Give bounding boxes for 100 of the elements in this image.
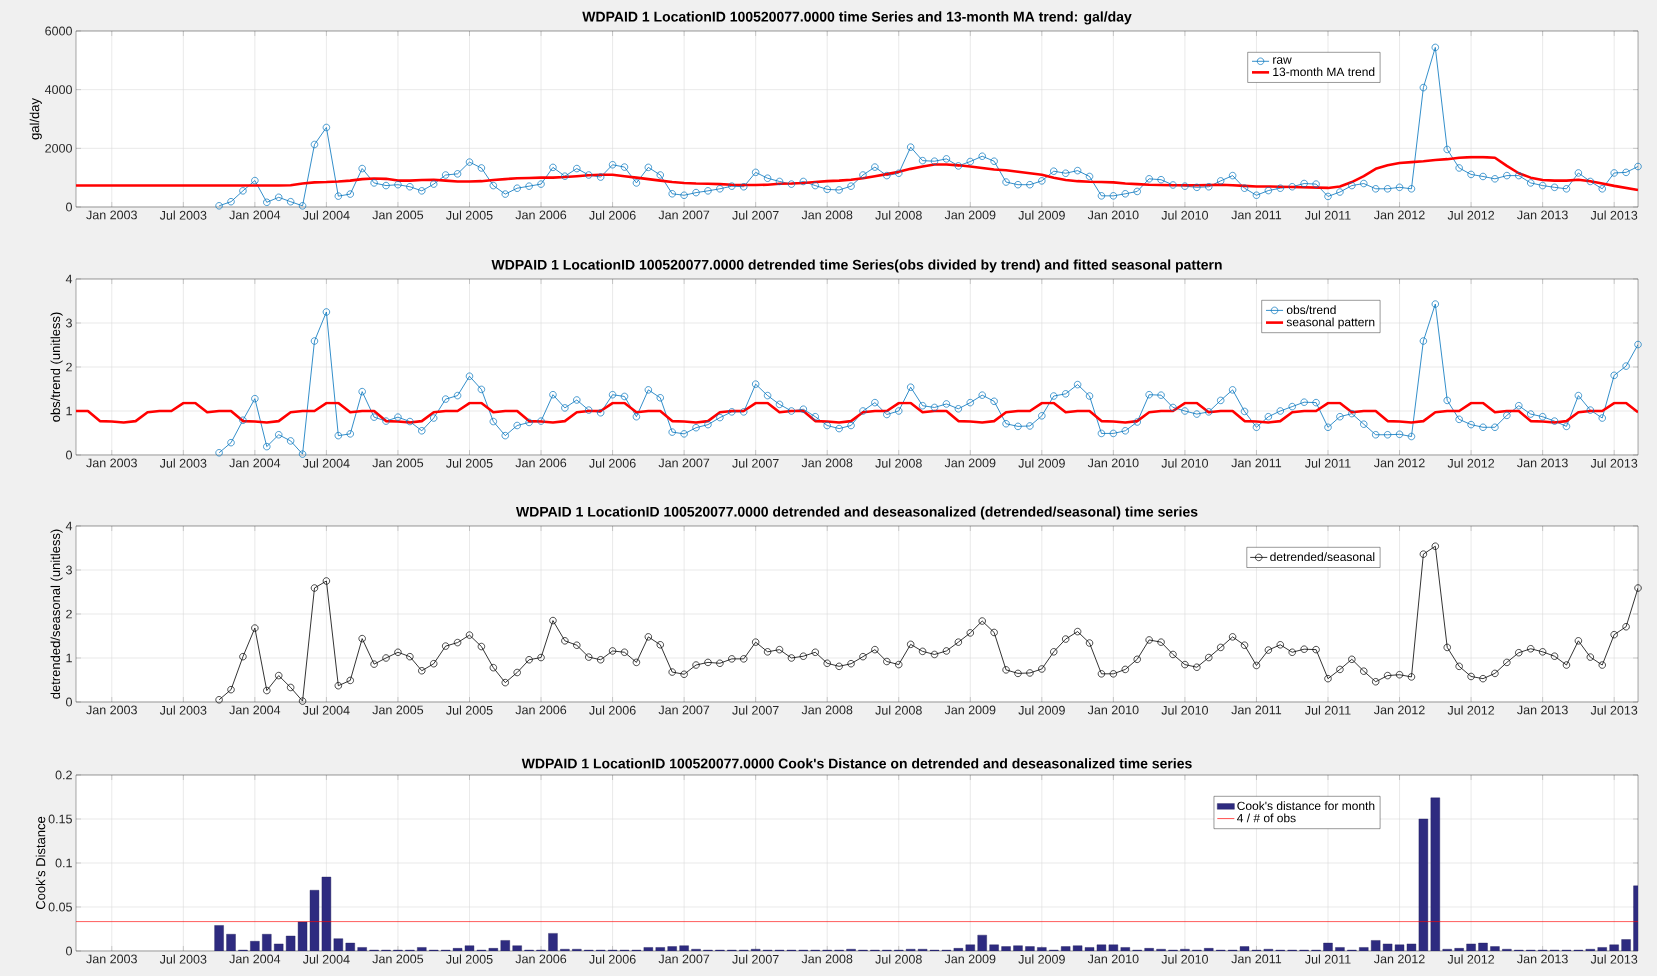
x-tick-label: Jul 2011 [1305,705,1351,715]
y-tick-label: 0 [66,946,72,956]
x-tick-label: Jan 2009 [944,954,996,964]
bar [1335,947,1345,951]
legend-label: detrended/seasonal [1270,552,1375,562]
x-tick-label: Jan 2006 [515,210,567,220]
x-tick-label: Jan 2003 [86,954,137,964]
x-tick-label: Jul 2009 [1018,210,1065,220]
x-tick-label: Jul 2006 [589,705,636,715]
bar [1490,946,1500,951]
x-tick-label: Jan 2006 [515,458,567,468]
x-tick-label: Jan 2008 [801,210,853,220]
x-tick-label: Jan 2005 [372,458,424,468]
y-tick-label: 2000 [45,143,72,153]
x-tick-label: Jul 2013 [1590,210,1638,220]
x-tick-label: Jul 2003 [159,954,207,964]
x-tick-label: Jan 2004 [229,210,281,220]
bar [274,943,284,951]
y-tick-label: 3 [66,318,72,328]
x-tick-label: Jan 2013 [1517,458,1568,468]
x-tick-label: Jan 2005 [372,954,424,964]
x-tick-label: Jul 2003 [159,458,207,468]
y-tick-label: 4 [65,521,73,531]
y-tick-label: 2 [66,609,72,619]
x-tick-label: Jan 2004 [229,954,281,964]
x-tick-label: Jul 2005 [446,210,493,220]
bar [417,947,427,951]
x-tick-label: Jan 2013 [1517,705,1568,715]
bar [1359,947,1369,951]
y-tick-label: 0.15 [48,814,72,824]
x-tick-label: Jan 2006 [515,705,567,715]
bar [357,947,367,951]
x-tick-label: Jan 2006 [515,954,567,964]
bar [1478,942,1488,951]
bar [977,934,987,951]
x-tick-label: Jan 2012 [1374,954,1425,964]
y-axis-title: gal/day [29,98,42,140]
bar [262,934,272,951]
x-tick-label: Jan 2010 [1087,210,1139,220]
x-tick-label: Jul 2008 [875,458,922,468]
bar [250,941,260,951]
legend-label: Cook's distance for month [1237,801,1375,811]
y-tick-label: 3 [66,565,72,575]
x-tick-label: Jan 2008 [801,954,853,964]
x-tick-label: Jul 2006 [589,210,636,220]
bar [345,942,355,951]
x-tick-label: Jul 2005 [446,458,493,468]
bar [1609,944,1619,951]
bar [1025,946,1035,951]
bar [548,933,558,951]
x-tick-label: Jan 2009 [944,458,996,468]
x-tick-label: Jul 2004 [302,954,350,964]
bar [679,945,689,951]
x-tick-label: Jul 2011 [1305,210,1351,220]
bar [226,934,236,951]
x-tick-label: Jan 2008 [801,458,853,468]
bar [1466,943,1476,951]
x-tick-label: Jan 2011 [1231,210,1282,220]
x-tick-label: Jul 2005 [446,705,493,715]
x-tick-label: Jul 2012 [1447,705,1495,715]
bar [655,947,665,951]
x-tick-label: Jan 2012 [1374,705,1425,715]
x-tick-label: Jan 2011 [1231,954,1282,964]
bar [1013,945,1023,951]
x-tick-label: Jul 2007 [732,954,779,964]
x-tick-label: Jul 2007 [732,705,779,715]
bar [1597,947,1607,951]
x-tick-label: Jan 2004 [229,458,281,468]
bar [512,945,522,951]
x-tick-label: Jul 2008 [875,210,922,220]
x-tick-label: Jan 2009 [944,210,996,220]
x-tick-label: Jul 2004 [302,210,350,220]
bar [1323,942,1333,951]
bar [214,925,224,951]
x-tick-label: Jul 2008 [875,705,922,715]
x-tick-label: Jul 2010 [1161,705,1209,715]
x-tick-label: Jan 2010 [1087,954,1139,964]
x-tick-label: Jul 2013 [1590,954,1638,964]
x-tick-label: Jan 2008 [801,705,853,715]
x-tick-label: Jul 2007 [732,458,779,468]
bar [1001,946,1011,951]
x-tick-label: Jan 2009 [944,705,996,715]
y-tick-label: 0.05 [48,902,72,912]
x-tick-label: Jul 2009 [1018,705,1065,715]
bar [965,944,975,951]
y-tick-label: 4000 [44,85,72,95]
x-tick-label: Jul 2013 [1590,705,1638,715]
y-axis-title: obs/trend (unitless) [50,312,63,422]
x-tick-label: Jan 2007 [658,954,710,964]
x-tick-label: Jul 2011 [1305,954,1351,964]
bar [500,940,510,951]
legend-label: 4 / # of obs [1237,813,1296,823]
y-tick-label: 0 [66,450,72,460]
chart-title: WDPAID 1 LocationID 100520077.0000 detrended time Series(obs divided by trend) and fitted seasonal pattern [491,259,1222,273]
x-tick-label: Jul 2006 [589,458,636,468]
x-tick-label: Jan 2013 [1517,210,1568,220]
bar [1454,948,1464,951]
x-tick-label: Jul 2009 [1018,458,1065,468]
x-tick-label: Jul 2013 [1590,458,1638,468]
x-tick-label: Jul 2009 [1018,954,1065,964]
